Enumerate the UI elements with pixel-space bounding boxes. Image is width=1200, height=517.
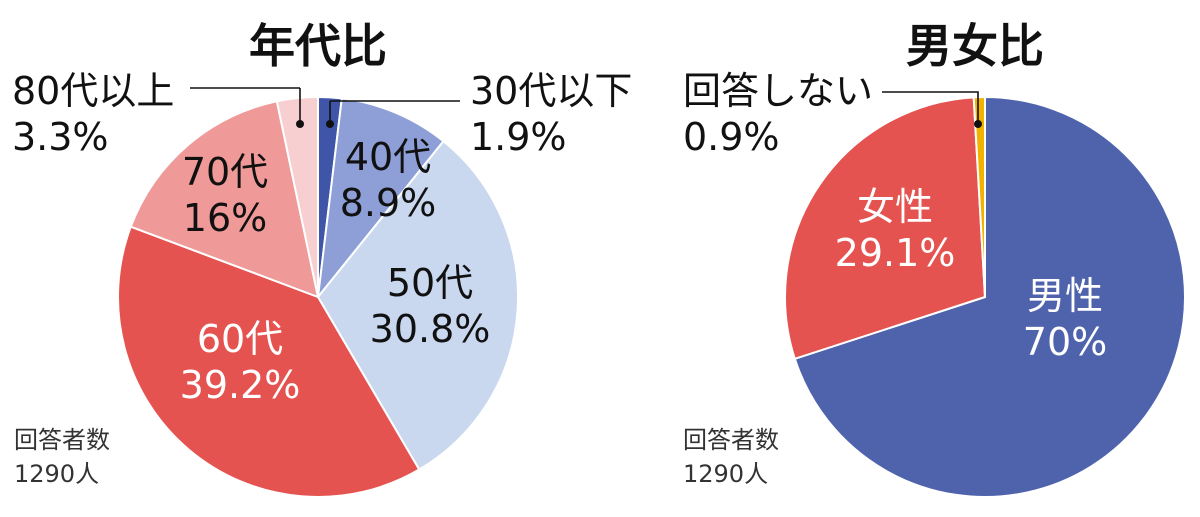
slice-label: 40代 8.9% [340,135,437,225]
pie-slice-70代 [129,100,320,299]
slice-label: 男性 70% [1023,274,1107,364]
pie-slice-男性 [793,95,1186,498]
slice-label: 回答しない 0.9% [683,69,873,159]
slice-label: 50代 30.8% [370,261,491,351]
pie-slice-女性 [784,96,987,361]
leader-line [882,91,979,124]
respondents-note: 回答者数 1290人 [683,426,779,488]
slice-label: 80代以上 3.3% [12,69,174,159]
slice-label: 60代 39.2% [180,317,301,407]
chart-title: 年代比 [249,19,387,73]
slice-label: 女性 29.1% [835,185,956,275]
respondents-note: 回答者数 1290人 [14,426,110,488]
pie-slice-40代 [316,97,445,301]
slice-label: 30代以下 1.9% [470,69,632,159]
pie-slice-80代以上 [275,95,319,298]
chart-title: 男女比 [906,19,1044,73]
pie-slice-60代 [117,225,421,498]
leader-dot [974,120,982,128]
pie-slice-回答しない [972,95,986,298]
pie-slice-50代 [316,139,519,471]
slice-label: 70代 16% [182,150,268,240]
pie-chart-1: 年代比 30代以下 1.9% 40代 8.9% 50代 30.8% 60代 39.2% 70代 16… [12,19,632,498]
